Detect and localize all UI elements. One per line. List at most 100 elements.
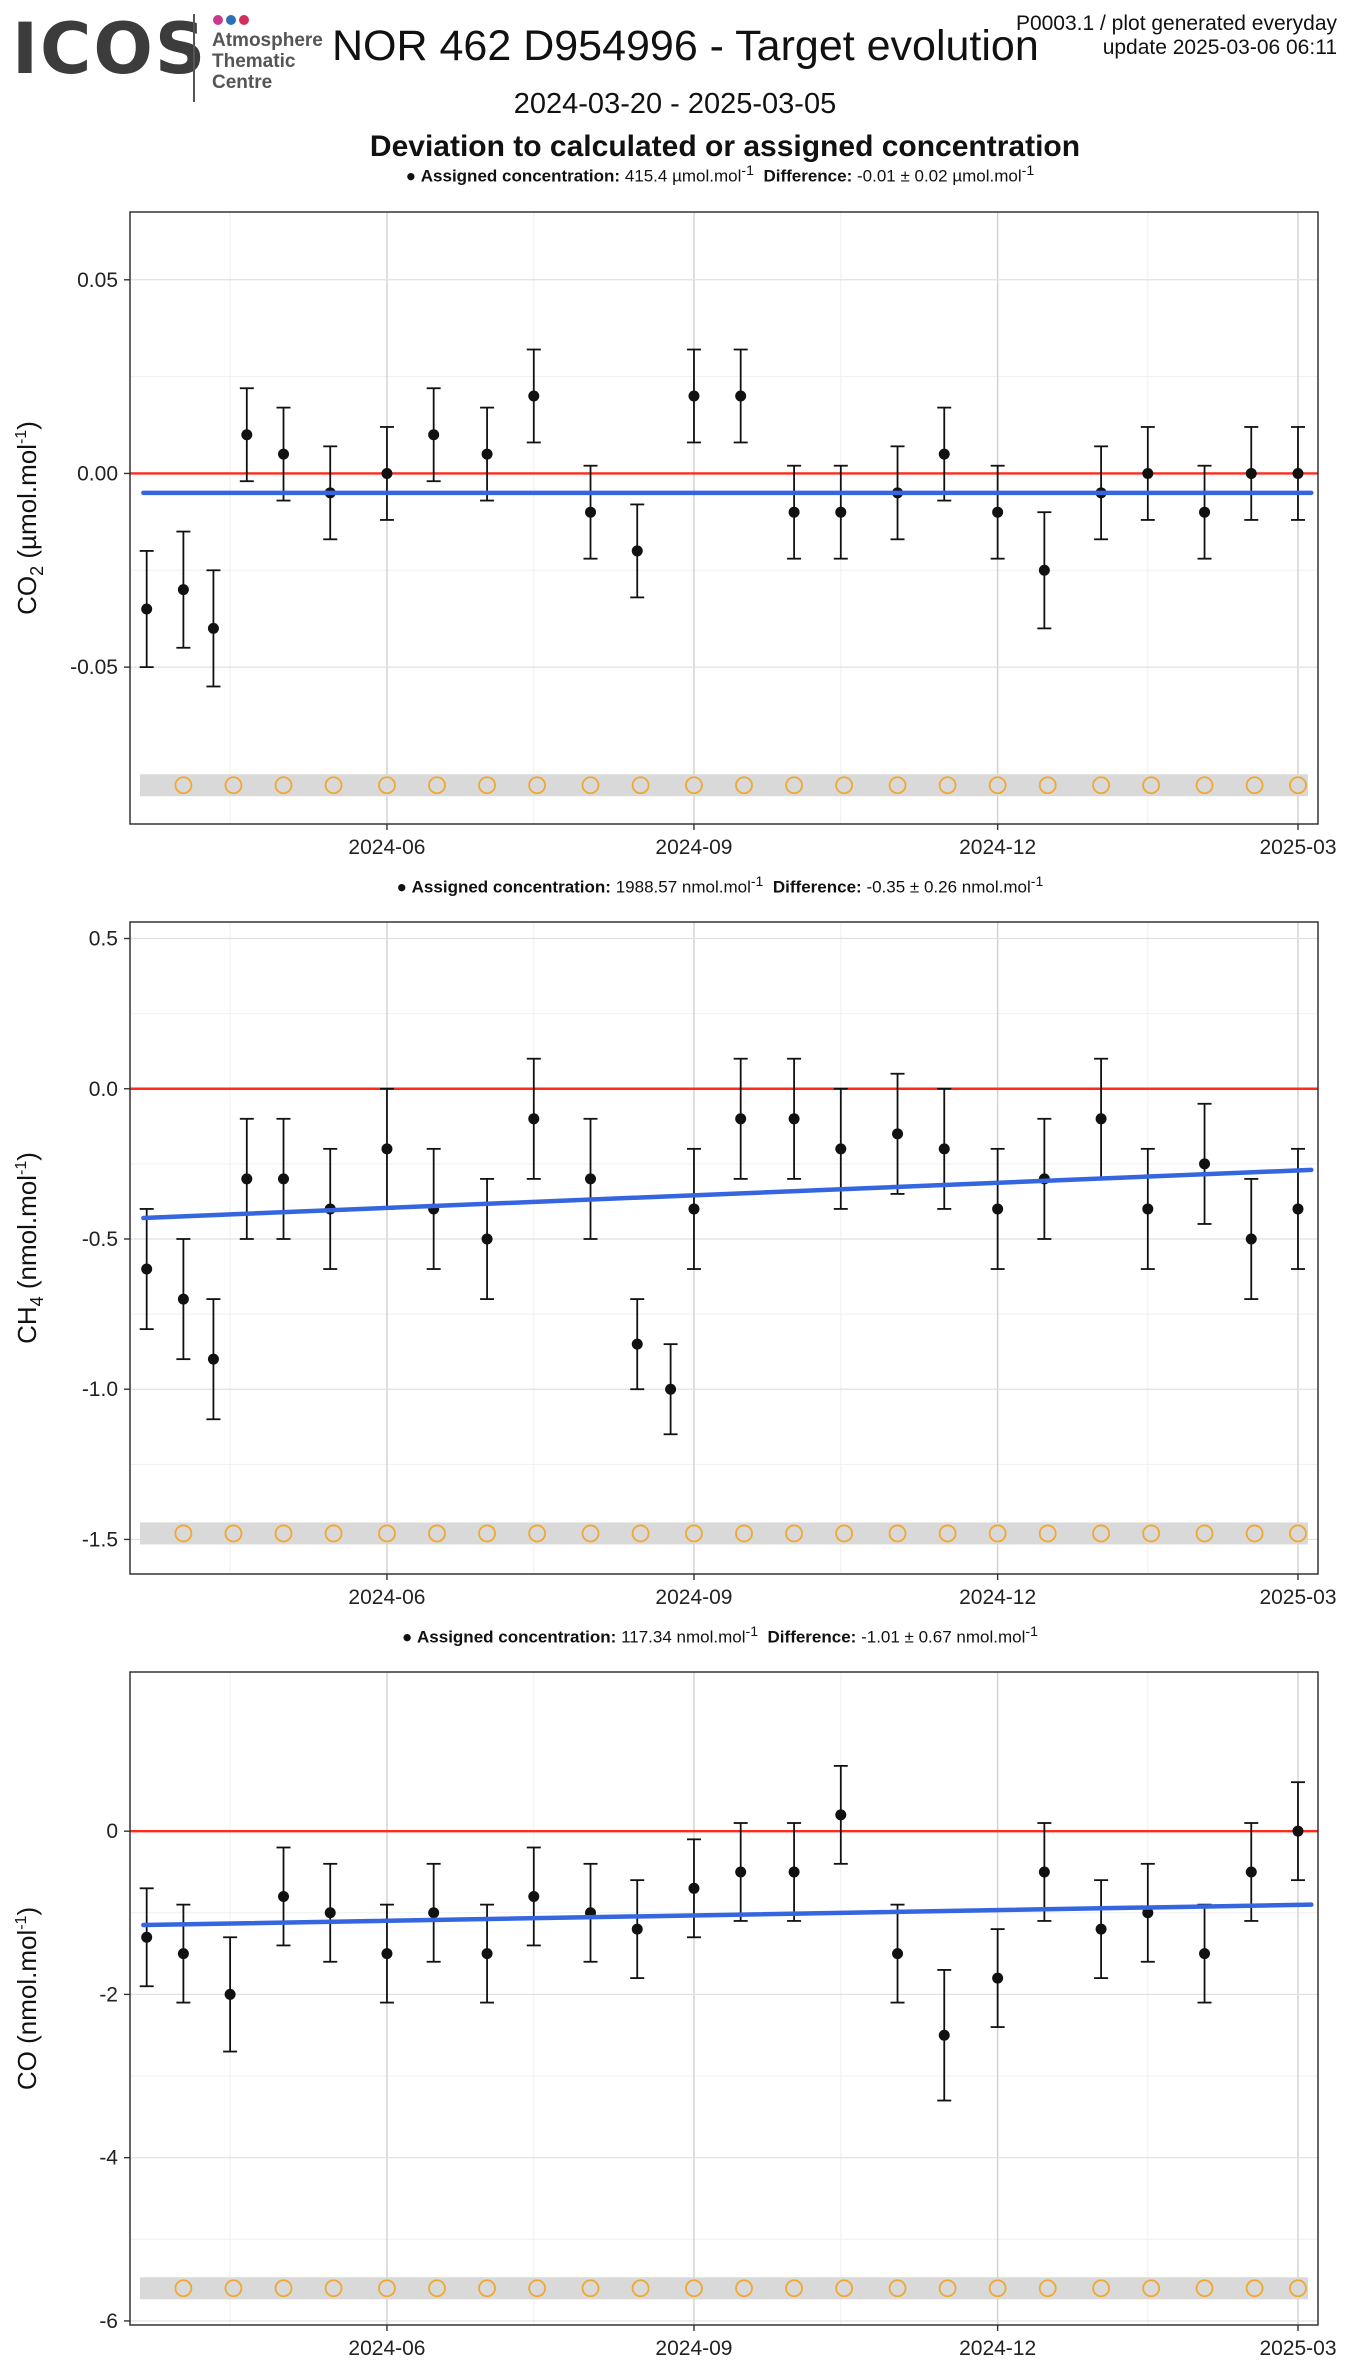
panel-annotation-ch4: ● Assigned concentration: 1988.57 nmol.m…: [0, 874, 1350, 898]
x-tick-label: 2024-09: [655, 836, 732, 859]
status-marker: [1245, 1524, 1264, 1543]
logo-subtitle: Atmosphere Thematic Centre: [212, 30, 323, 93]
plot-meta: P0003.1 / plot generated everyday update…: [1016, 12, 1337, 60]
status-marker: [1142, 1524, 1161, 1543]
y-tick-label: -2: [99, 1983, 118, 2006]
assigned-label: Assigned concentration:: [417, 1627, 617, 1647]
status-marker: [685, 776, 703, 795]
plot-area: [130, 1672, 1318, 2325]
logo-divider: [193, 14, 195, 102]
data-point: [1038, 1866, 1050, 1878]
difference-label: Difference:: [772, 877, 862, 897]
y-tick-label: -1.5: [82, 1528, 118, 1551]
difference-value: -1.01 ± 0.67 nmol.mol: [861, 1627, 1026, 1647]
data-point: [177, 1948, 189, 1960]
data-point: [177, 584, 189, 596]
icos-logo: ICOS Atmosphere Thematic Centre: [0, 0, 323, 110]
y-tick-label: 0: [106, 1820, 118, 1843]
status-marker: [888, 776, 907, 795]
y-axis-title-subscript: 2: [27, 566, 47, 576]
y-tick-label: -6: [99, 2310, 118, 2333]
plot-frame: [129, 921, 1319, 1575]
data-point: [381, 467, 393, 479]
status-marker: [174, 1524, 193, 1543]
data-point: [938, 1143, 950, 1155]
y-axis-title-close: ): [12, 1907, 42, 1916]
status-marker: [1092, 776, 1110, 795]
unit-exponent: -1: [750, 874, 764, 890]
data-point: [585, 1173, 597, 1185]
trend-line: [141, 1902, 1314, 1928]
chart-panel-co: 0 -2 -4 -6 2024-06 2024-09 2024-12 2025-03 CO (n…: [12, 1671, 1337, 2360]
plot-frame: [129, 211, 1319, 825]
status-marker: [428, 1524, 446, 1543]
data-point: [1292, 1203, 1304, 1215]
logo-wordmark: ICOS: [12, 8, 208, 90]
y-tick-label: -1.0: [82, 1378, 118, 1401]
y-axis-title-main: CH: [12, 1306, 42, 1344]
data-point: [241, 429, 253, 441]
data-point: [688, 1203, 700, 1215]
plot-frame: [129, 1671, 1319, 2326]
data-point: [528, 1113, 540, 1125]
status-marker: [174, 2279, 193, 2298]
data-point: [735, 1113, 747, 1125]
status-band: [140, 1522, 1308, 1545]
status-marker: [528, 776, 547, 795]
unit-exponent: -1: [745, 1624, 759, 1640]
data-point: [481, 1948, 493, 1960]
unit-exponent: -1: [1025, 1624, 1038, 1640]
data-point: [788, 506, 800, 518]
difference-label: Difference:: [763, 166, 853, 186]
y-axis-title-main: CO: [12, 2051, 42, 2090]
x-tick-label: 2025-03: [1259, 1586, 1336, 1609]
y-axis-title-unit: (nmol.mol: [12, 1175, 42, 1296]
status-marker: [478, 2279, 496, 2298]
plot-code: P0003.1 / plot generated everyday: [1015, 12, 1337, 35]
status-marker: [1195, 1524, 1214, 1543]
data-point: [141, 603, 153, 615]
legend-dot-icon: ●: [396, 877, 412, 897]
data-point: [381, 1143, 393, 1155]
x-tick-label: 2024-12: [959, 836, 1036, 859]
logo-subtitle-line: Centre: [212, 72, 273, 93]
status-marker: [1195, 776, 1214, 795]
status-marker: [1245, 776, 1264, 795]
data-point: [177, 1293, 189, 1305]
data-point: [992, 1203, 1004, 1215]
trend-line: [141, 1167, 1314, 1221]
y-axis-title-close: ): [12, 1152, 42, 1161]
status-marker: [324, 1524, 343, 1543]
status-marker: [1092, 1524, 1110, 1543]
data-point: [241, 1173, 253, 1185]
x-tick-label: 2024-06: [348, 1586, 425, 1609]
status-marker: [274, 2279, 293, 2298]
assigned-value: 415.4 µmol.mol: [624, 166, 742, 186]
y-axis-title: CO (nmol.mol-1): [12, 1907, 42, 2090]
status-marker: [785, 776, 803, 795]
status-marker: [685, 1524, 703, 1543]
data-point: [688, 390, 700, 402]
data-point: [428, 1907, 440, 1919]
y-axis-title-subscript: 4: [27, 1296, 47, 1306]
chart-subtitle: Deviation to calculated or assigned conc…: [369, 130, 1081, 163]
data-point: [585, 506, 597, 518]
status-marker: [174, 776, 193, 795]
data-point: [1142, 1907, 1154, 1919]
update-timestamp: update 2025-03-06 06:11: [1102, 36, 1337, 59]
y-tick-label: -0.05: [70, 656, 118, 679]
status-marker: [224, 2279, 243, 2298]
data-point: [207, 622, 219, 634]
y-tick-label: -4: [99, 2147, 118, 2170]
status-marker: [1289, 776, 1307, 795]
status-marker: [1142, 776, 1161, 795]
data-point: [631, 1338, 643, 1350]
plot-area: [130, 922, 1318, 1574]
status-marker: [735, 2279, 753, 2298]
status-marker: [1142, 2279, 1161, 2298]
data-point: [735, 1866, 747, 1878]
data-point: [892, 1948, 904, 1960]
status-marker: [428, 776, 446, 795]
legend-dot-icon: ●: [402, 1627, 418, 1647]
